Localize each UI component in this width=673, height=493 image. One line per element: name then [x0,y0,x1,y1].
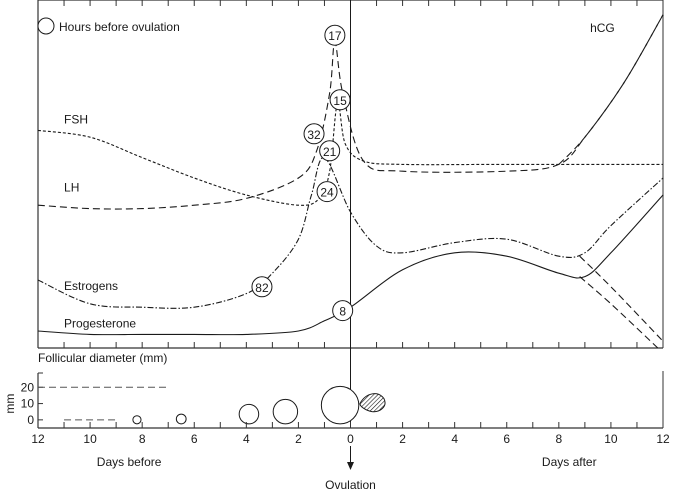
x-axis-label-after: Days after [542,455,597,469]
hour-annotation-circle [329,89,351,111]
series-label-lh: LH [64,181,79,195]
follicle-y-tick-label: 0 [27,413,34,427]
series-label-estrogens: Estrogens [64,279,118,293]
hour-annotation-label: 17 [328,29,342,43]
x-tick-label: 12 [31,432,45,446]
hour-annotation-label: 24 [320,186,334,200]
x-tick-label: 6 [503,432,510,446]
ovulation-arrow-head-icon [347,462,354,470]
hour-annotation-circle [319,140,341,162]
x-axis-label-before: Days before [97,455,162,469]
hour-annotation-label: 82 [255,281,269,295]
series-line-progesterone-decline [579,276,659,349]
hour-annotation-circle [303,123,325,145]
x-tick-label: 10 [604,432,618,446]
x-tick-label: 2 [295,432,302,446]
hour-annotation-circle [324,24,346,46]
corpus-luteum-shape [359,393,386,413]
hour-annotation-label: 15 [333,94,347,108]
x-tick-label: 6 [191,432,198,446]
hour-annotation-circle [251,276,273,298]
x-tick-label: 8 [139,432,146,446]
series-line-lh [37,14,664,210]
x-tick-label: 4 [451,432,458,446]
x-tick-label: 10 [83,432,97,446]
series-label-progesterone: Progesterone [64,317,136,331]
follicle-y-tick-label: 10 [21,397,35,411]
follicle-y-tick-label: 20 [21,380,35,394]
series-line-fsh [37,102,664,206]
follicle-circle [132,415,142,425]
hour-annotation-label: 8 [339,305,346,319]
series-line-hcg [558,14,664,165]
hour-annotation-circle [332,300,354,322]
series-label-fsh: FSH [64,113,88,127]
x-tick-label: 0 [347,432,354,446]
follicle-circle [320,385,360,425]
hour-annotation-label: 32 [307,128,321,142]
follicle-y-axis-label: mm [3,394,17,414]
legend-circle-icon [37,17,55,35]
x-tick-label: 8 [555,432,562,446]
series-line-estrogens [37,157,664,309]
legend-label: Hours before ovulation [59,20,180,34]
series-label-hcg: hCG [590,21,615,35]
hour-annotation-circle [316,181,338,203]
x-tick-label: 4 [243,432,250,446]
follicle-circle [175,413,187,425]
ovulation-label: Ovulation [325,478,376,492]
x-tick-label: 2 [399,432,406,446]
follicle-circle [238,403,260,425]
follicle-panel-title: Follicular diameter (mm) [38,351,167,365]
x-tick-label: 12 [656,432,670,446]
hour-annotation-label: 21 [323,145,337,159]
series-line-estrogens-decline [579,255,664,342]
follicle-circle [272,398,299,425]
